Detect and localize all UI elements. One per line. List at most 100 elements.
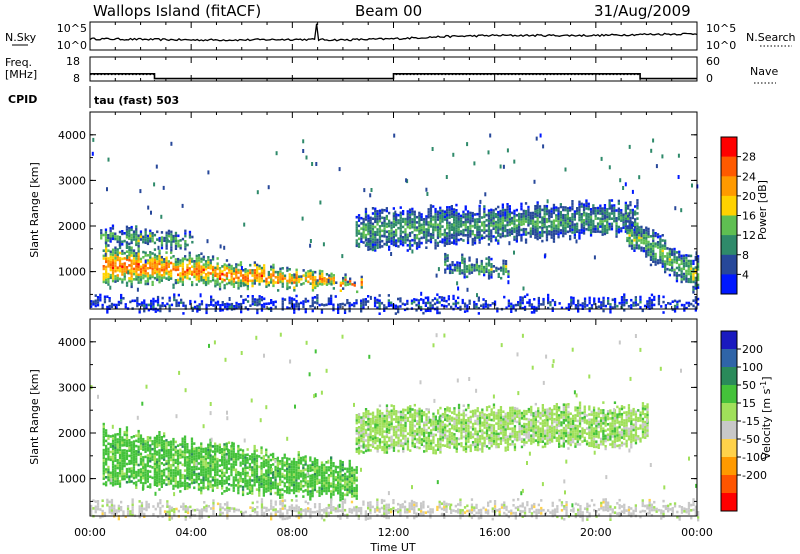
data-cell [304,460,307,464]
data-cell [570,298,573,302]
data-cell [647,227,650,231]
data-cell [297,302,300,306]
data-cell [371,235,375,239]
data-cell [650,298,654,302]
data-cell [638,247,641,250]
data-cell [617,212,620,216]
data-cell [309,274,312,278]
data-cell [270,268,273,271]
data-cell [207,456,210,460]
data-cell [290,481,293,484]
data-cell [390,226,393,230]
data-cell [508,205,511,208]
data-cell [179,274,182,278]
data-cell [418,211,421,215]
data-cell [125,230,129,234]
data-cell [664,306,667,310]
data-cell [337,484,340,487]
data-cell [462,239,465,242]
data-cell [216,460,219,463]
data-cell [223,464,226,467]
data-cell [202,471,205,474]
data-cell [422,223,426,226]
data-cell [550,231,553,234]
data-cell [485,257,488,260]
data-cell [207,482,210,486]
data-cell [371,243,375,246]
data-cell [390,239,393,243]
data-cell [260,456,263,460]
data-cell [248,468,252,471]
data-cell [235,265,238,269]
data-cell [559,210,562,214]
data-cell [480,221,484,224]
data-cell [177,265,180,269]
data-cell [320,482,324,485]
data-cell [395,239,398,242]
data-cell [165,467,168,471]
data-cell [109,253,112,256]
data-cell [297,275,301,278]
data-cell [144,476,147,479]
data-cell [168,309,171,313]
data-cell [603,224,607,228]
data-cell [156,466,159,469]
data-cell [552,219,556,222]
data-cell [202,276,205,279]
data-cell [492,270,495,273]
data-cell [402,243,405,247]
data-cell [158,257,161,260]
data-cell [230,463,233,466]
data-cell [223,263,226,266]
data-cell [248,481,252,484]
data-cell [395,223,398,227]
data-cell [142,476,145,480]
data-cell [163,455,166,459]
data-cell [188,267,191,270]
data-cell [225,267,229,270]
data-cell [146,477,149,481]
data-cell [490,239,493,243]
data-cell [520,215,523,219]
data-cell [685,306,688,310]
data-cell [288,483,291,487]
data-cell [504,265,508,268]
data-cell [378,217,382,220]
noise-cell [242,282,245,287]
data-cell [272,274,275,277]
data-cell [109,263,112,267]
data-cell [156,303,160,307]
data-cell [135,270,138,273]
data-cell [246,484,249,488]
data-cell [121,270,124,274]
data-cell [216,470,219,474]
data-cell [659,245,662,249]
data-cell [473,234,477,237]
data-cell [132,440,136,443]
data-cell [397,237,400,240]
data-cell [653,295,656,299]
data-cell [385,243,388,247]
data-cell [432,236,435,239]
data-cell [374,212,377,216]
data-cell [225,489,228,492]
data-cell [635,244,638,247]
data-cell [111,256,115,259]
data-cell [186,276,189,280]
data-cell [587,202,590,206]
data-cell [304,463,307,466]
data-cell [367,214,370,218]
data-cell [90,300,93,303]
data-cell [321,275,324,278]
data-cell [114,267,117,270]
data-cell [132,466,136,469]
data-cell [390,234,393,238]
data-cell [478,204,481,208]
data-cell [135,243,138,247]
data-cell [634,296,637,299]
data-cell [559,205,562,209]
data-cell [545,236,549,239]
data-cell [121,265,124,268]
data-cell [265,469,268,472]
data-cell [239,474,242,478]
